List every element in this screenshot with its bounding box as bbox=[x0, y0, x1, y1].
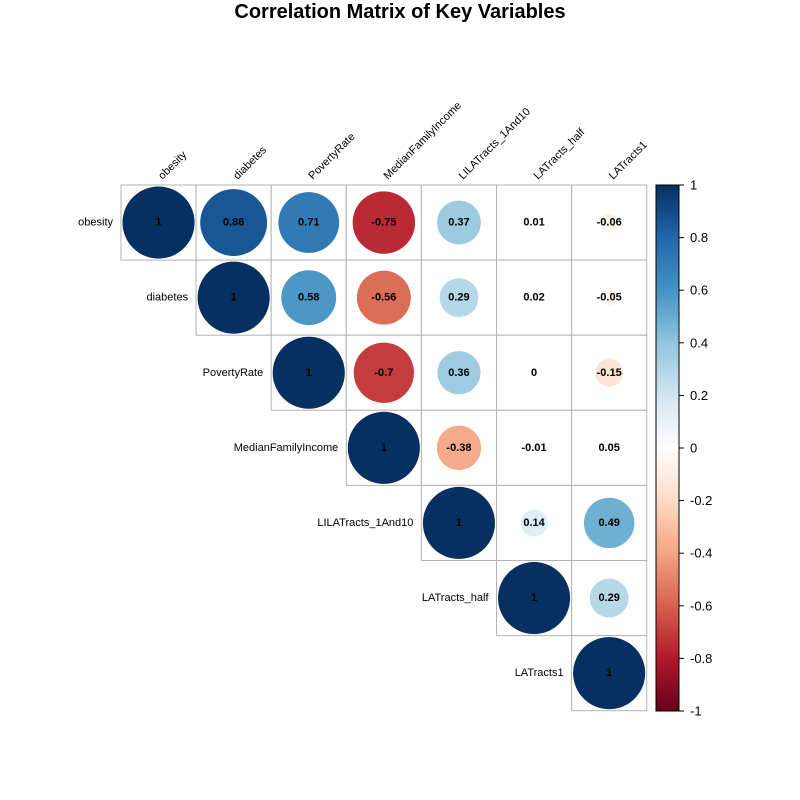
correlation-circle bbox=[439, 278, 479, 318]
colorbar-tick-label: -0.2 bbox=[690, 493, 712, 508]
row-label: PovertyRate bbox=[203, 367, 264, 379]
correlation-circle bbox=[498, 562, 571, 635]
correlation-value: 1 bbox=[155, 217, 161, 229]
colorbar-tick-label: -0.6 bbox=[690, 598, 712, 613]
correlation-circle bbox=[353, 342, 415, 403]
correlation-value: 0.36 bbox=[448, 367, 469, 379]
correlation-value: 0 bbox=[531, 367, 537, 379]
colorbar-tick-label: -0.4 bbox=[690, 546, 712, 561]
column-label: obesity bbox=[156, 149, 189, 182]
correlation-circle bbox=[530, 444, 538, 452]
column-label: MedianFamilyIncome bbox=[381, 100, 463, 182]
correlation-circle bbox=[352, 191, 416, 254]
colorbar-tick-label: 0.4 bbox=[690, 335, 708, 350]
correlation-circle bbox=[356, 270, 411, 325]
correlation-value: 0.01 bbox=[523, 217, 544, 229]
correlation-value: -0.7 bbox=[374, 367, 393, 379]
column-label: PovertyRate bbox=[306, 131, 357, 182]
colorbar-tick-label: 1 bbox=[690, 178, 697, 193]
correlation-value: 0.71 bbox=[298, 217, 319, 229]
correlation-circle bbox=[122, 186, 195, 259]
correlation-value: 0.58 bbox=[298, 292, 319, 304]
correlation-circle bbox=[272, 336, 345, 409]
correlation-circle bbox=[589, 578, 629, 618]
row-label: LILATracts_1And10 bbox=[317, 517, 413, 529]
colorbar-tick-label: 0 bbox=[690, 441, 697, 456]
correlation-value: 0.05 bbox=[598, 442, 619, 454]
colorbar-gradient bbox=[655, 184, 680, 712]
correlation-value: 0.29 bbox=[598, 592, 619, 604]
correlation-circle bbox=[600, 213, 618, 232]
correlation-circle bbox=[520, 509, 548, 537]
chart-title: Correlation Matrix of Key Variables bbox=[234, 1, 565, 23]
correlation-value: -0.15 bbox=[597, 367, 622, 379]
correlation-circle bbox=[595, 358, 624, 387]
row-label: LATracts1 bbox=[515, 667, 564, 679]
correlation-value: 0.02 bbox=[523, 292, 544, 304]
correlation-value: 1 bbox=[306, 367, 312, 379]
correlation-value: -0.06 bbox=[597, 217, 622, 229]
correlation-circle bbox=[437, 351, 481, 395]
correlation-value: -0.56 bbox=[371, 292, 396, 304]
row-label: diabetes bbox=[147, 292, 189, 304]
correlation-value: 1 bbox=[381, 442, 387, 454]
correlation-value: -0.38 bbox=[446, 442, 471, 454]
correlation-circle bbox=[601, 289, 618, 306]
column-label: LILATracts_1And10 bbox=[457, 106, 533, 182]
correlation-circle bbox=[197, 261, 270, 334]
correlation-circle bbox=[601, 439, 618, 456]
matrix-cell bbox=[496, 334, 573, 411]
colorbar-tick-label: 0.6 bbox=[690, 283, 708, 298]
correlation-circle bbox=[422, 486, 496, 559]
correlation-value: 0.37 bbox=[448, 217, 469, 229]
row-label: obesity bbox=[78, 217, 113, 229]
correlation-circle bbox=[347, 411, 420, 484]
correlation-value: 1 bbox=[231, 292, 237, 304]
correlation-value: 0.29 bbox=[448, 292, 469, 304]
correlation-value: 0.86 bbox=[223, 217, 244, 229]
correlation-circle bbox=[278, 192, 340, 253]
correlation-value: 0.14 bbox=[523, 517, 545, 529]
colorbar: 1 0.8 0.6 0.4 0.2 0 -0.2 -0.4 -0.6 -0.8 -1 bbox=[655, 178, 712, 719]
correlation-circle bbox=[436, 425, 482, 471]
matrix-layer: obesity diabetes PovertyRate MedianFamilyIn… bbox=[78, 100, 650, 712]
correlation-circle bbox=[281, 270, 337, 326]
column-label: LATracts_half bbox=[532, 126, 588, 182]
correlation-circle bbox=[583, 497, 635, 549]
correlation-circle bbox=[573, 637, 646, 710]
colorbar-tick-label: 0.8 bbox=[690, 230, 708, 245]
colorbar-tick-label: -0.8 bbox=[690, 651, 712, 666]
column-label: diabetes bbox=[231, 144, 269, 182]
correlation-value: 1 bbox=[531, 592, 537, 604]
correlation-value: 0.49 bbox=[598, 517, 619, 529]
correlation-value: -0.75 bbox=[371, 217, 396, 229]
correlation-value: 1 bbox=[456, 517, 462, 529]
correlation-value: -0.05 bbox=[597, 292, 622, 304]
correlation-value: -0.01 bbox=[522, 442, 547, 454]
correlation-circle bbox=[437, 200, 481, 245]
colorbar-tick-label: 0.2 bbox=[690, 388, 708, 403]
row-label: MedianFamilyIncome bbox=[234, 442, 339, 454]
correlation-circle bbox=[528, 292, 540, 303]
colorbar-tick-label: -1 bbox=[690, 704, 702, 719]
correlation-value: 1 bbox=[606, 667, 612, 679]
column-label: LATracts1 bbox=[607, 139, 650, 182]
correlation-circle bbox=[530, 218, 538, 227]
row-label: LATracts_half bbox=[422, 592, 490, 604]
correlation-circle bbox=[200, 189, 268, 256]
